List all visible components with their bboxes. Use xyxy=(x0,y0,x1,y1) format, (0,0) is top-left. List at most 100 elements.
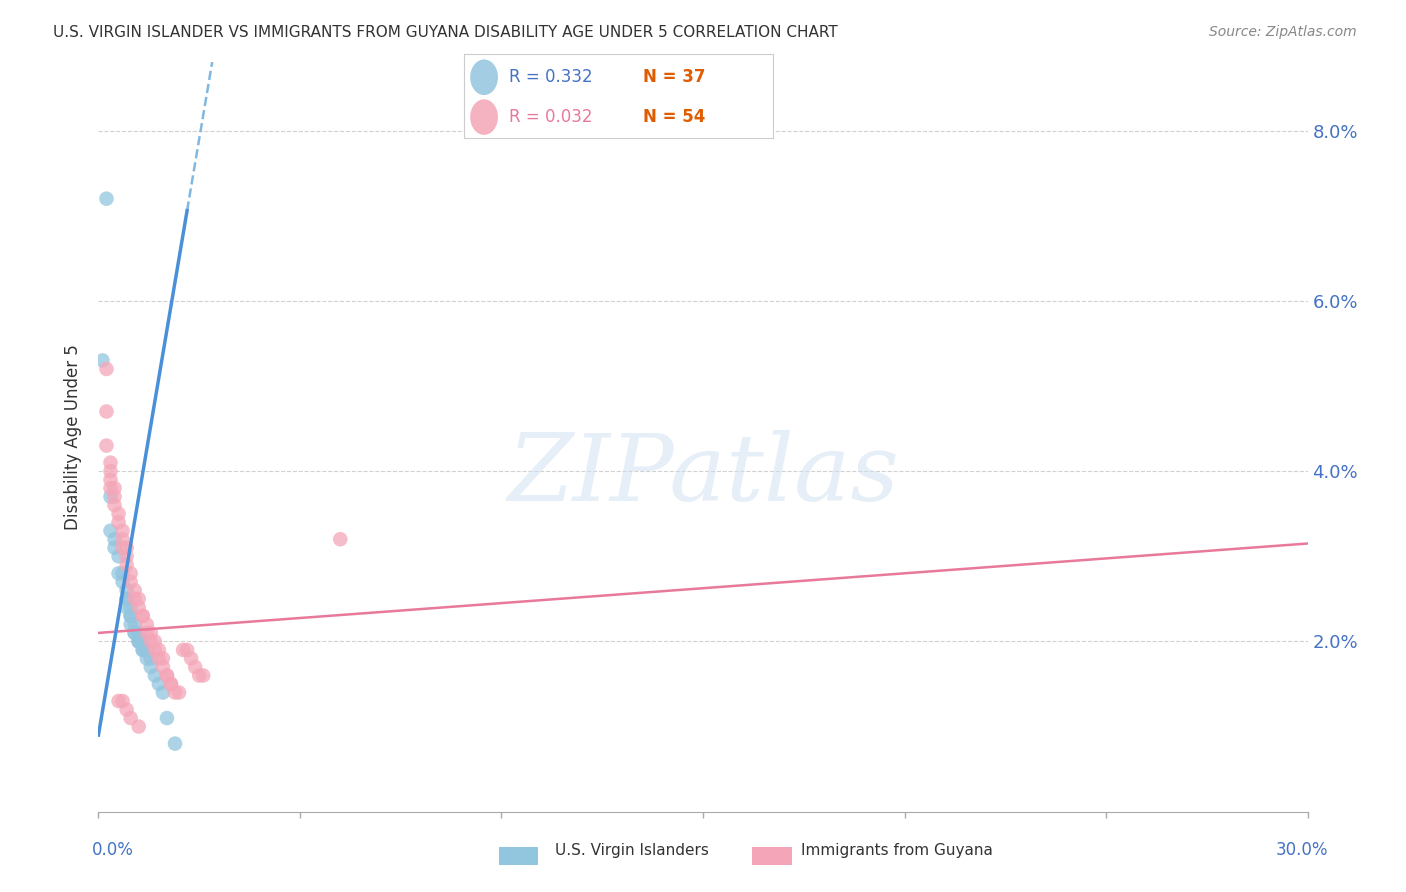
Point xyxy=(115,541,138,555)
Point xyxy=(180,651,202,665)
Point xyxy=(115,600,138,615)
Ellipse shape xyxy=(470,60,498,95)
Point xyxy=(115,702,138,716)
Point xyxy=(139,634,162,648)
Point xyxy=(115,591,138,606)
Point xyxy=(152,660,174,674)
Point xyxy=(115,583,138,598)
Point xyxy=(120,566,142,581)
Point xyxy=(143,643,166,657)
Point xyxy=(135,626,157,640)
Point xyxy=(103,533,125,547)
Point xyxy=(115,558,138,572)
Text: R = 0.032: R = 0.032 xyxy=(509,108,592,126)
Point xyxy=(115,591,138,606)
Point xyxy=(111,533,134,547)
Text: 30.0%: 30.0% xyxy=(1277,840,1329,858)
Point xyxy=(111,574,134,589)
Point xyxy=(120,600,142,615)
Point xyxy=(91,353,114,368)
Point xyxy=(128,626,150,640)
Point xyxy=(120,574,142,589)
Point xyxy=(148,643,170,657)
Point xyxy=(124,591,146,606)
Point xyxy=(103,498,125,512)
Point xyxy=(128,591,150,606)
Point xyxy=(135,643,157,657)
Point xyxy=(172,643,194,657)
Point xyxy=(128,720,150,734)
Point xyxy=(100,464,122,478)
Point xyxy=(156,668,179,682)
Ellipse shape xyxy=(470,99,498,135)
Point xyxy=(152,685,174,699)
Point xyxy=(100,481,122,495)
Point xyxy=(100,456,122,470)
Text: N = 54: N = 54 xyxy=(644,108,706,126)
Text: Source: ZipAtlas.com: Source: ZipAtlas.com xyxy=(1209,25,1357,39)
Point xyxy=(163,685,186,699)
Point xyxy=(176,643,198,657)
Point xyxy=(163,737,186,751)
Point xyxy=(132,608,155,623)
Point xyxy=(107,694,129,708)
Point xyxy=(156,668,179,682)
Point xyxy=(193,668,215,682)
Point xyxy=(120,617,142,632)
Point xyxy=(139,626,162,640)
Point xyxy=(184,660,207,674)
Point xyxy=(124,626,146,640)
Point xyxy=(120,608,142,623)
Point xyxy=(135,651,157,665)
Point xyxy=(128,634,150,648)
Point xyxy=(124,626,146,640)
Point xyxy=(128,600,150,615)
Point xyxy=(111,566,134,581)
Point xyxy=(139,660,162,674)
Point xyxy=(124,583,146,598)
Point xyxy=(188,668,211,682)
Point xyxy=(120,608,142,623)
Point xyxy=(156,711,179,725)
Point xyxy=(160,677,183,691)
Text: N = 37: N = 37 xyxy=(644,69,706,87)
Point xyxy=(132,634,155,648)
Point xyxy=(100,490,122,504)
Point xyxy=(132,643,155,657)
Text: U.S. VIRGIN ISLANDER VS IMMIGRANTS FROM GUYANA DISABILITY AGE UNDER 5 CORRELATIO: U.S. VIRGIN ISLANDER VS IMMIGRANTS FROM … xyxy=(53,25,838,40)
Point xyxy=(115,549,138,564)
Text: U.S. Virgin Islanders: U.S. Virgin Islanders xyxy=(555,843,709,857)
Point xyxy=(103,481,125,495)
Point xyxy=(96,192,118,206)
Text: 0.0%: 0.0% xyxy=(91,840,134,858)
Point xyxy=(132,643,155,657)
Text: R = 0.332: R = 0.332 xyxy=(509,69,592,87)
Point xyxy=(120,711,142,725)
Point xyxy=(139,651,162,665)
Point xyxy=(124,617,146,632)
Point xyxy=(143,634,166,648)
Point xyxy=(107,566,129,581)
Text: Immigrants from Guyana: Immigrants from Guyana xyxy=(801,843,993,857)
Point xyxy=(160,677,183,691)
Point xyxy=(111,694,134,708)
Point xyxy=(132,608,155,623)
Point xyxy=(167,685,190,699)
Point xyxy=(103,541,125,555)
Point xyxy=(107,549,129,564)
Point xyxy=(96,439,118,453)
Point xyxy=(96,404,118,418)
Y-axis label: Disability Age Under 5: Disability Age Under 5 xyxy=(65,344,83,530)
Point xyxy=(143,668,166,682)
Point xyxy=(111,541,134,555)
Point xyxy=(103,490,125,504)
Point xyxy=(107,515,129,529)
Point xyxy=(148,677,170,691)
Point xyxy=(148,651,170,665)
Point xyxy=(152,651,174,665)
Point xyxy=(96,362,118,376)
Point xyxy=(111,524,134,538)
Point xyxy=(128,634,150,648)
Point xyxy=(329,533,352,547)
Point xyxy=(128,634,150,648)
